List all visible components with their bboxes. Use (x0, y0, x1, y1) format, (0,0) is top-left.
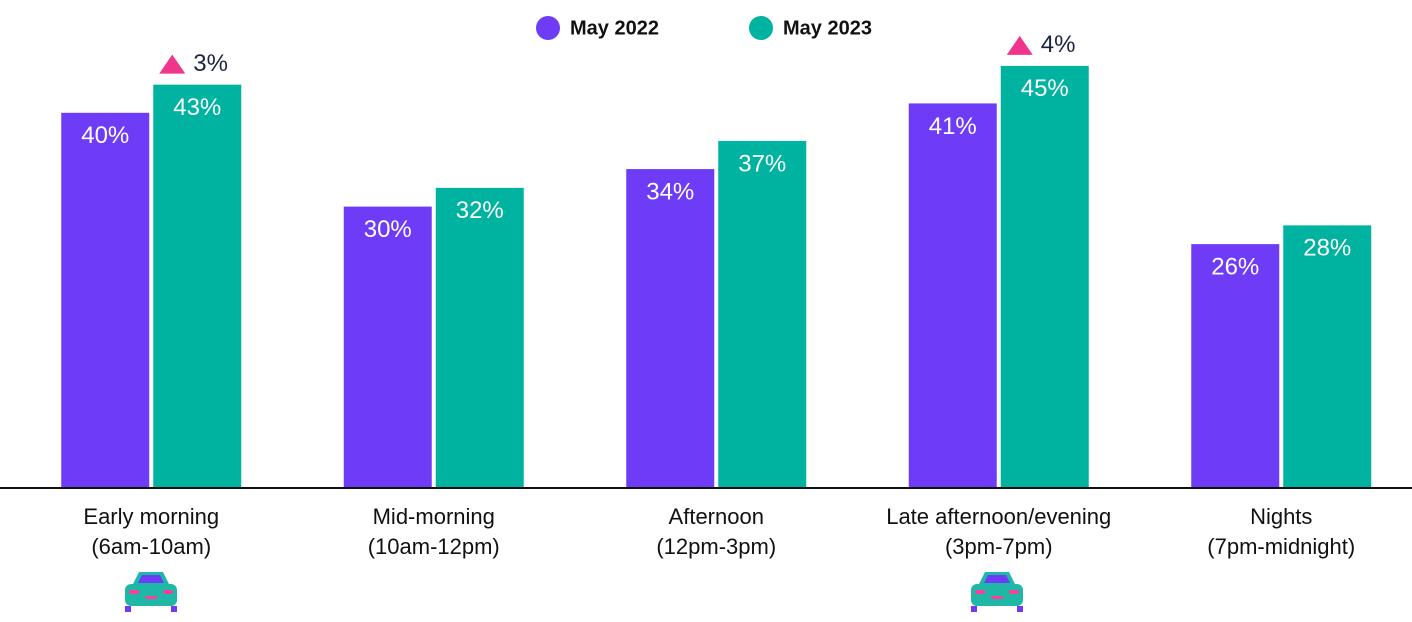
bar (343, 206, 432, 488)
car-icon (971, 572, 1023, 612)
value-label: 43% (173, 94, 221, 121)
legend-swatch (536, 16, 560, 40)
bar (908, 103, 997, 489)
bar (718, 140, 807, 488)
value-label: 32% (456, 197, 504, 224)
legend-label: May 2023 (783, 17, 872, 39)
value-label: 30% (364, 216, 412, 243)
car-icon (125, 572, 177, 612)
x-tick-label: Late afternoon/evening (3pm-7pm) (886, 504, 1111, 559)
bar (61, 112, 150, 489)
value-label: 37% (738, 150, 786, 177)
legend-label: May 2022 (570, 17, 659, 39)
up-arrow (159, 54, 186, 74)
up-arrow (1006, 35, 1033, 55)
x-tick-label: Nights (7pm-midnight) (1207, 504, 1355, 559)
legend-swatch (749, 16, 773, 40)
value-label: 41% (929, 113, 977, 140)
bar (1000, 65, 1089, 489)
x-tick-label: Early morning (6am-10am) (83, 504, 219, 559)
bar (626, 169, 715, 488)
bar (1283, 225, 1372, 489)
value-label: 45% (1021, 75, 1069, 102)
value-label: 40% (81, 122, 129, 149)
bar (153, 84, 242, 488)
bar (435, 187, 524, 488)
annotation: 3% (193, 50, 228, 77)
value-label: 26% (1211, 253, 1259, 280)
annotation: 4% (1041, 31, 1076, 58)
bar (1191, 244, 1280, 488)
value-label: 28% (1303, 235, 1351, 262)
value-label: 34% (646, 178, 694, 205)
x-tick-label: Afternoon (12pm-3pm) (656, 504, 776, 559)
x-tick-label: Mid-morning (10am-12pm) (368, 504, 500, 559)
